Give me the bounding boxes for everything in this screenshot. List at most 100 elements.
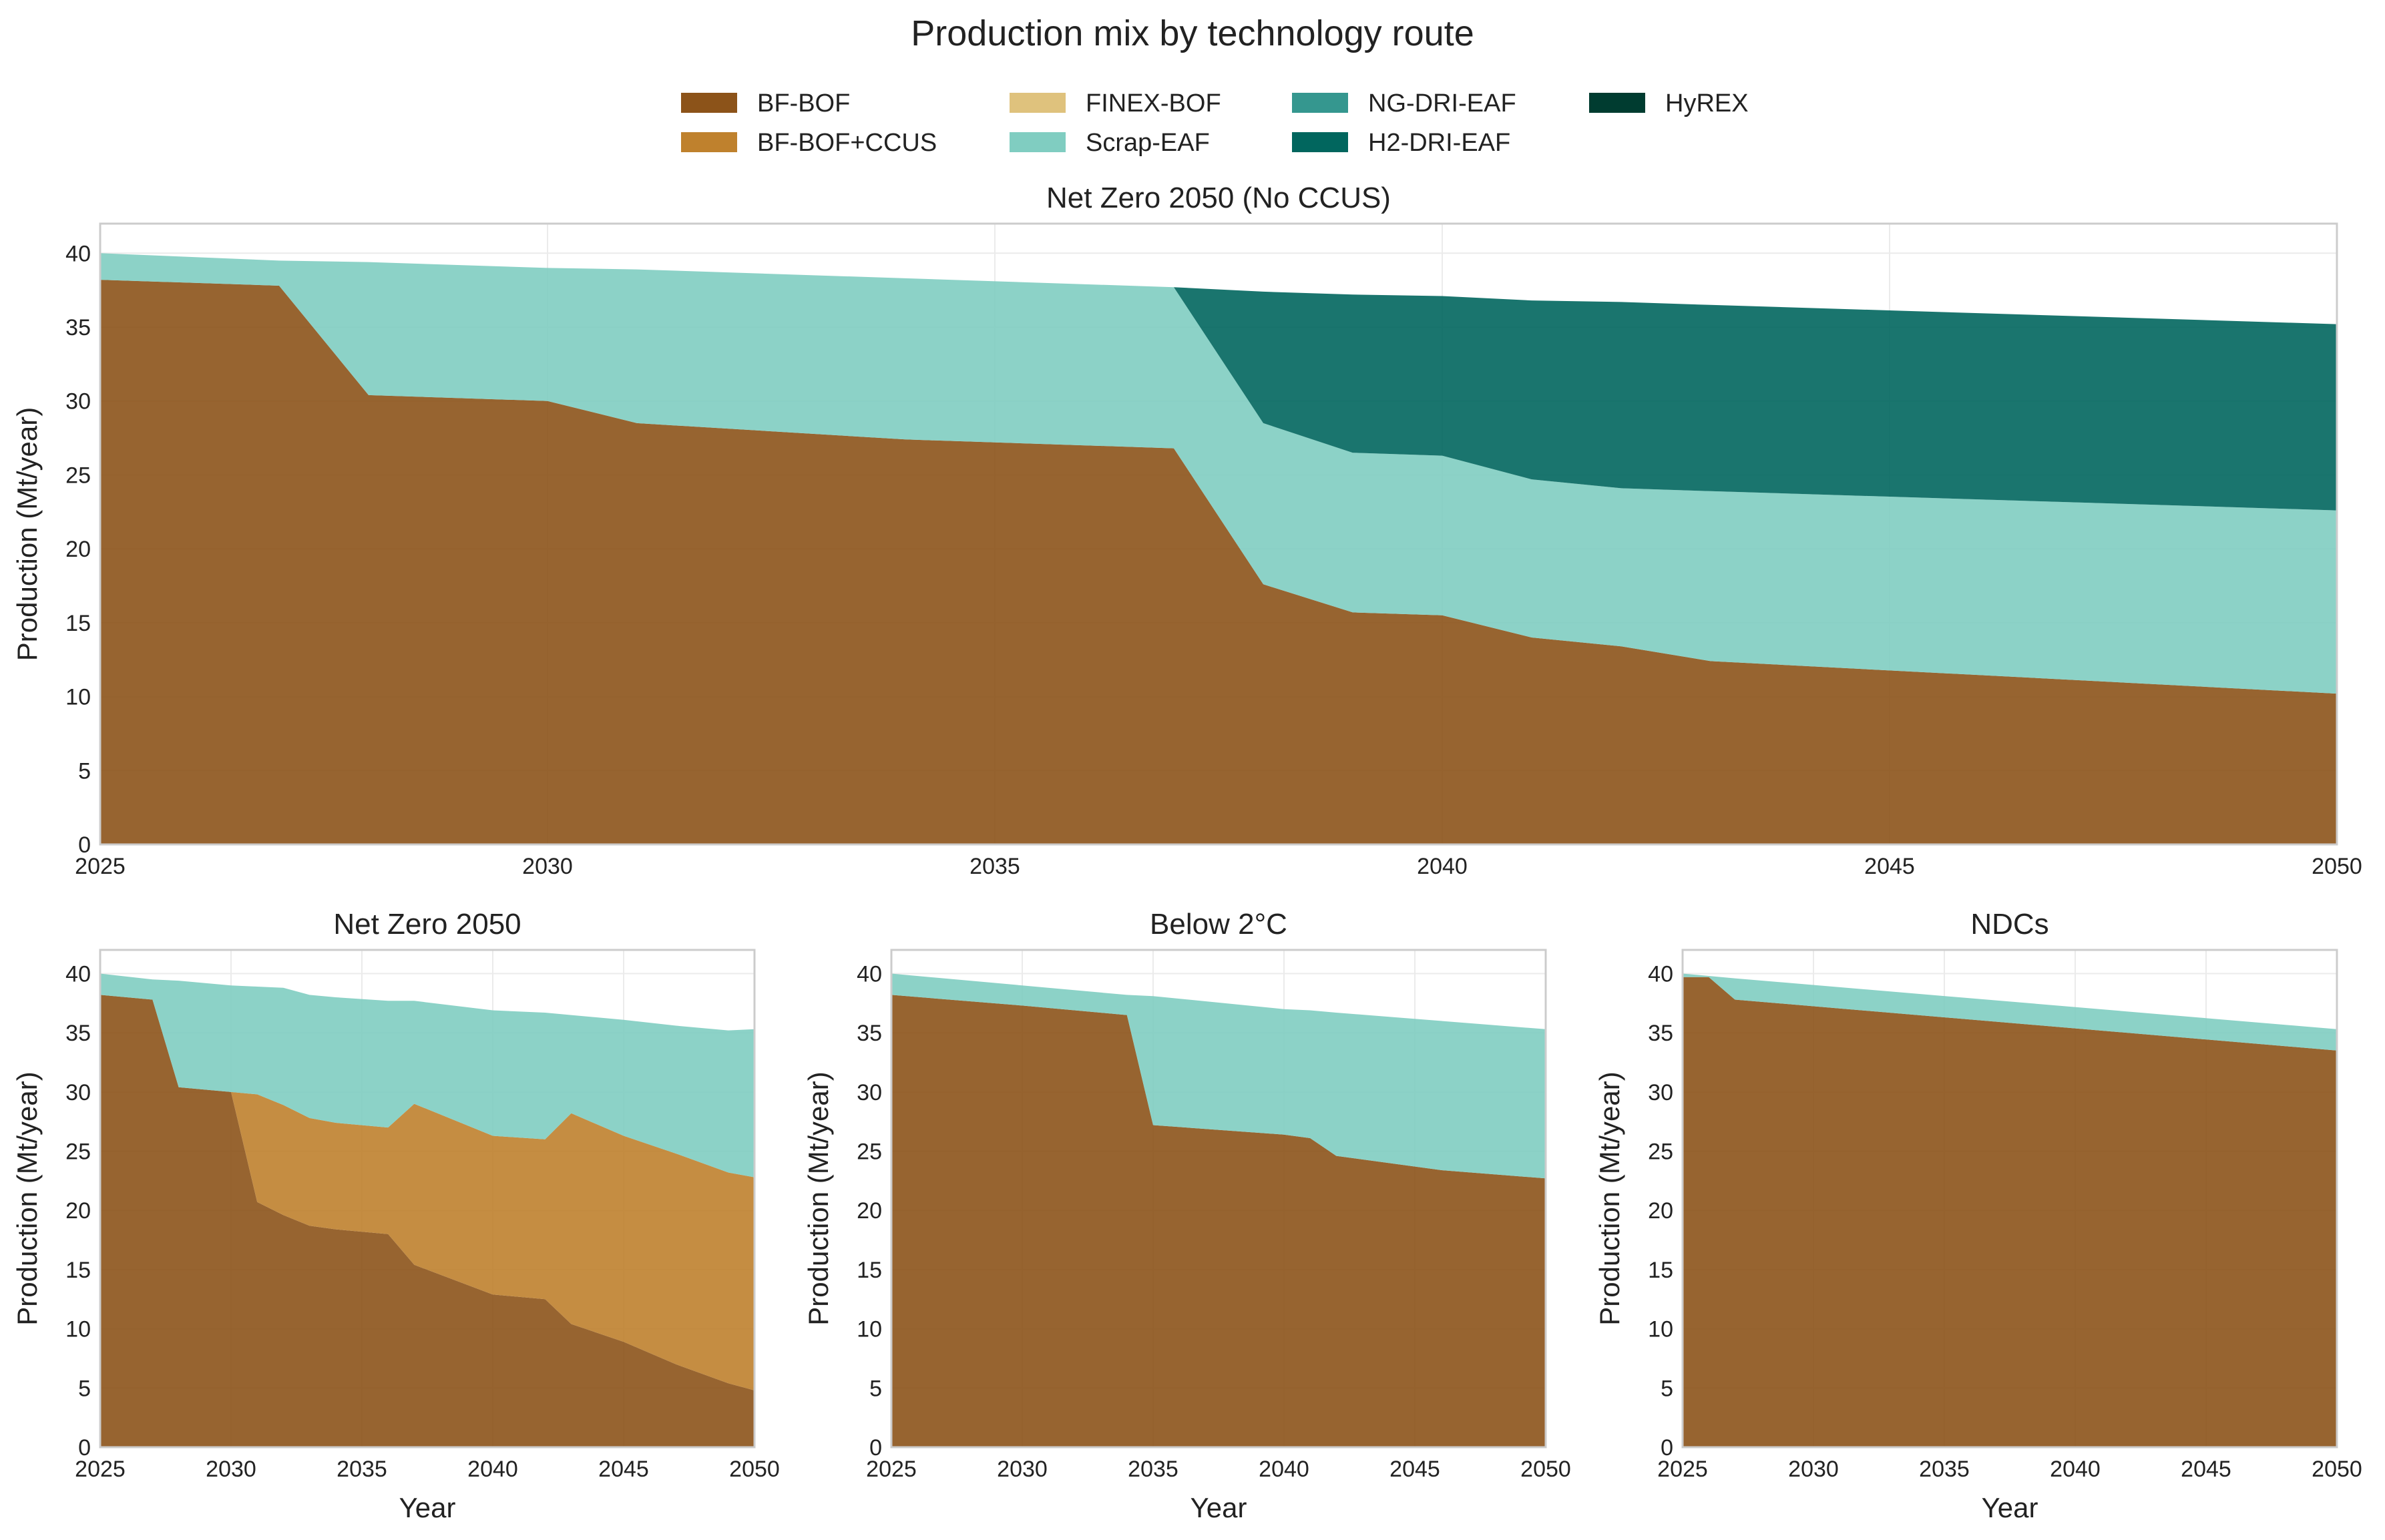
x-axis-label: Year <box>1982 1492 2038 1523</box>
y-tick-label: 10 <box>65 1317 91 1342</box>
y-tick-label: 30 <box>65 389 91 415</box>
y-tick-label: 0 <box>78 1435 91 1461</box>
panel-title: Net Zero 2050 <box>333 908 521 941</box>
x-tick-label: 2030 <box>522 854 573 879</box>
y-tick-label: 30 <box>1648 1080 1673 1105</box>
y-tick-label: 40 <box>65 241 91 266</box>
x-tick-label: 2035 <box>1919 1457 1970 1482</box>
legend-label: BF-BOF <box>757 89 850 117</box>
legend-swatch <box>1589 93 1645 113</box>
y-tick-label: 15 <box>857 1258 882 1283</box>
legend-label: Scrap-EAF <box>1086 129 1210 157</box>
x-tick-label: 2040 <box>1417 854 1468 879</box>
y-tick-label: 40 <box>857 961 882 987</box>
x-axis-label: Year <box>399 1492 456 1523</box>
x-tick-label: 2025 <box>75 1457 126 1482</box>
y-tick-label: 15 <box>65 611 91 636</box>
area-series-bf-bof <box>100 280 2337 845</box>
plot-frame <box>890 949 1547 1449</box>
x-tick-label: 2050 <box>2312 1457 2362 1482</box>
chart-panel: 2025 2030 2035 2040 2045 20500510152025303540… <box>1594 908 2362 1523</box>
y-tick-label: 30 <box>65 1080 91 1105</box>
figure-title: Production mix by technology route <box>911 13 1474 53</box>
area-series-h2-dri-eaf <box>100 253 2337 511</box>
legend-label: NG-DRI-EAF <box>1368 89 1516 117</box>
y-tick-label: 35 <box>1648 1021 1673 1046</box>
y-tick-label: 25 <box>65 463 91 488</box>
chart-panel: 2025 2030 2035 2040 2045 20500510152025303540… <box>803 908 1571 1523</box>
x-tick-label: 2030 <box>1788 1457 1839 1482</box>
y-tick-label: 35 <box>65 1021 91 1046</box>
y-axis-label: Production (Mt/year) <box>11 407 43 661</box>
plot-frame <box>99 949 756 1449</box>
area-series-bf-bof <box>891 995 1546 1447</box>
x-tick-label: 2040 <box>467 1457 518 1482</box>
y-axis-label: Production (Mt/year) <box>1594 1071 1625 1325</box>
y-tick-label: 35 <box>65 315 91 340</box>
panel-title: NDCs <box>1970 908 2048 941</box>
area-series-bf-bof <box>100 995 754 1447</box>
area-series-bf-bof-ccus <box>100 995 754 1390</box>
legend-label: BF-BOF+CCUS <box>757 129 937 157</box>
x-tick-label: 2035 <box>337 1457 387 1482</box>
y-tick-label: 10 <box>65 685 91 710</box>
x-axis-label: Year <box>1190 1492 1247 1523</box>
panel-title: Below 2°C <box>1150 908 1287 941</box>
x-tick-label: 2025 <box>866 1457 917 1482</box>
y-tick-label: 40 <box>65 961 91 987</box>
y-axis-label: Production (Mt/year) <box>803 1071 834 1325</box>
legend-swatch <box>1292 132 1348 152</box>
x-tick-label: 2035 <box>969 854 1020 879</box>
y-tick-label: 25 <box>65 1139 91 1165</box>
x-tick-label: 2050 <box>2312 854 2362 879</box>
legend-item: NG-DRI-EAF <box>1292 89 1516 117</box>
x-tick-label: 2040 <box>2050 1457 2101 1482</box>
y-tick-label: 0 <box>1661 1435 1673 1461</box>
legend-swatch <box>681 132 737 152</box>
x-tick-label: 2035 <box>1128 1457 1178 1482</box>
area-series-scrap-eaf <box>100 973 754 1178</box>
x-tick-label: 2050 <box>1520 1457 1571 1482</box>
y-tick-label: 5 <box>1661 1376 1673 1401</box>
y-tick-label: 20 <box>1648 1198 1673 1224</box>
x-tick-label: 2040 <box>1259 1457 1309 1482</box>
legend-item: HyREX <box>1589 89 1749 117</box>
x-tick-label: 2030 <box>997 1457 1048 1482</box>
y-tick-label: 30 <box>857 1080 882 1105</box>
legend-item: BF-BOF <box>681 89 850 117</box>
x-tick-label: 2025 <box>75 854 126 879</box>
y-tick-label: 0 <box>78 832 91 858</box>
y-tick-label: 5 <box>869 1376 882 1401</box>
legend-label: HyREX <box>1665 89 1749 117</box>
legend-label: H2-DRI-EAF <box>1368 129 1510 157</box>
x-tick-label: 2045 <box>2181 1457 2231 1482</box>
chart-panel: 2025 2030 2035 2040 2045 20500510152025303540… <box>11 182 2362 879</box>
y-tick-label: 35 <box>857 1021 882 1046</box>
y-tick-label: 40 <box>1648 961 1673 987</box>
y-tick-label: 25 <box>1648 1139 1673 1165</box>
plot-frame <box>99 222 2338 846</box>
legend-item: BF-BOF+CCUS <box>681 129 937 157</box>
legend-swatch <box>681 93 737 113</box>
x-tick-label: 2045 <box>598 1457 649 1482</box>
y-tick-label: 10 <box>857 1317 882 1342</box>
legend-swatch <box>1010 132 1066 152</box>
y-tick-label: 15 <box>1648 1258 1673 1283</box>
area-series-scrap-eaf <box>100 253 2337 694</box>
chart-panel: 2025 2030 2035 2040 2045 20500510152025303540… <box>11 908 780 1523</box>
legend: BF-BOF BF-BOF+CCUS FINEX-BOF Scrap-EAF NG-DR… <box>681 89 1749 157</box>
chart-panels: 2025 2030 2035 2040 2045 20500510152025303540… <box>11 182 2362 1523</box>
legend-swatch <box>1010 93 1066 113</box>
y-tick-label: 5 <box>78 758 91 784</box>
plot-frame <box>1681 949 2338 1449</box>
legend-item: H2-DRI-EAF <box>1292 129 1510 157</box>
legend-label: FINEX-BOF <box>1086 89 1221 117</box>
area-series-scrap-eaf <box>1683 973 2337 1051</box>
x-tick-label: 2030 <box>206 1457 256 1482</box>
y-tick-label: 15 <box>65 1258 91 1283</box>
area-series-scrap-eaf <box>891 973 1546 1179</box>
y-tick-label: 20 <box>65 537 91 562</box>
area-series-bf-bof <box>1683 977 2337 1447</box>
panel-title: Net Zero 2050 (No CCUS) <box>1046 182 1391 214</box>
